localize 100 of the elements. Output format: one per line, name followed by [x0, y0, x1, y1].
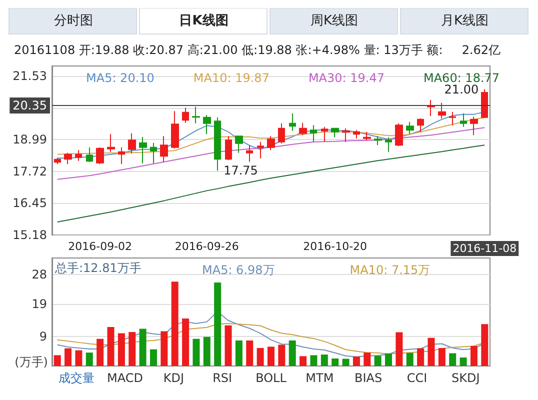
candlestick	[321, 126, 328, 142]
candlestick	[374, 136, 382, 146]
x-tick-label: 2016-11-08	[452, 242, 517, 255]
x-tick-label: 2016-10-20	[303, 240, 368, 253]
bar	[182, 318, 190, 366]
annotation: 17.75	[224, 164, 258, 178]
bar	[470, 346, 478, 366]
bar	[118, 333, 125, 366]
text: BOLL	[256, 371, 287, 385]
text: CCI	[406, 371, 428, 385]
candlestick	[363, 131, 371, 141]
bar	[352, 356, 360, 366]
bar	[256, 348, 264, 366]
text: 成交量	[58, 371, 94, 385]
candlestick	[107, 134, 115, 152]
bar	[320, 354, 328, 366]
y-tick-label: 16.45	[12, 196, 47, 210]
candlestick	[406, 121, 414, 135]
bar	[64, 348, 72, 366]
candlestick	[75, 150, 82, 162]
candlestick	[460, 112, 467, 128]
x-tick-label: 2016-09-02	[68, 240, 132, 253]
text: MA10: 19.87	[193, 71, 270, 85]
candlestick	[139, 136, 147, 164]
bar	[75, 350, 82, 366]
candlestick	[214, 116, 221, 172]
candlestick	[160, 136, 168, 162]
candlestick	[353, 130, 360, 139]
candlestick	[385, 136, 392, 152]
y-tick-label: 17.72	[12, 164, 47, 178]
bar	[224, 325, 232, 366]
bar	[278, 344, 286, 366]
bar	[460, 357, 467, 366]
candlestick	[449, 111, 456, 126]
candlestick	[54, 157, 61, 165]
line-series	[56, 144, 486, 222]
text: MA5: 6.98万	[202, 263, 275, 277]
text: KDJ	[163, 371, 184, 385]
bar	[481, 324, 488, 366]
bar	[417, 348, 424, 366]
candlestick	[128, 132, 136, 154]
bar	[396, 332, 403, 366]
bar	[332, 358, 339, 366]
text: MTM	[306, 371, 334, 385]
bar	[438, 348, 446, 366]
line-series	[56, 117, 486, 155]
bar	[54, 355, 61, 366]
candlestick	[331, 128, 339, 138]
bar	[107, 327, 114, 366]
candlestick	[278, 122, 285, 144]
bar	[449, 353, 456, 366]
text: 日K线图	[179, 14, 228, 28]
text: BIAS	[354, 371, 382, 385]
ref-line-label: 20.35	[12, 98, 47, 113]
bar	[192, 338, 200, 366]
candlestick	[96, 146, 104, 165]
text: MACD	[107, 371, 143, 385]
bar	[214, 282, 222, 366]
candlestick	[481, 88, 488, 118]
y-tick-label: 15.18	[12, 228, 47, 242]
bar	[406, 352, 414, 366]
y-tick-label: 9	[39, 330, 47, 344]
candlestick	[395, 122, 403, 147]
text: 分时图	[54, 14, 93, 28]
bar	[139, 328, 146, 366]
candlestick	[299, 122, 307, 136]
bar	[268, 346, 274, 366]
text: SKDJ	[452, 371, 480, 385]
text: 月K线图	[440, 14, 489, 28]
y-tick-label: 18.99	[12, 132, 47, 147]
candlestick	[150, 142, 157, 164]
candlestick	[86, 146, 93, 162]
bar	[374, 356, 382, 366]
candlestick	[470, 116, 478, 136]
y-tick-label: 19	[32, 296, 47, 311]
candlestick	[225, 136, 232, 161]
bar	[300, 356, 307, 366]
bar	[246, 340, 254, 366]
bar	[428, 338, 435, 366]
candlestick	[310, 124, 317, 142]
bar	[96, 338, 104, 366]
candlestick	[427, 100, 435, 117]
text: MA5: 20.10	[86, 71, 154, 85]
bar	[171, 282, 178, 366]
bar	[310, 355, 318, 366]
y-axis-title: (万手)	[14, 355, 48, 369]
candlestick	[417, 118, 424, 132]
candlestick	[64, 152, 72, 165]
text: 20161108 开:19.88 收:20.87 高:21.00 低:19.88 张:+4.98% 量: 13万手 额: 2.62亿	[14, 43, 501, 57]
line-series	[56, 127, 486, 180]
bar	[235, 340, 242, 366]
bar	[385, 354, 392, 366]
x-tick-label: 2016-09-26	[174, 240, 239, 253]
candlestick	[203, 114, 211, 135]
candlestick	[289, 112, 296, 132]
bar	[203, 336, 210, 366]
text: MA60: 18.77	[423, 71, 500, 85]
candlestick	[342, 128, 350, 142]
text: RSI	[212, 371, 232, 385]
candlestick	[171, 110, 179, 149]
